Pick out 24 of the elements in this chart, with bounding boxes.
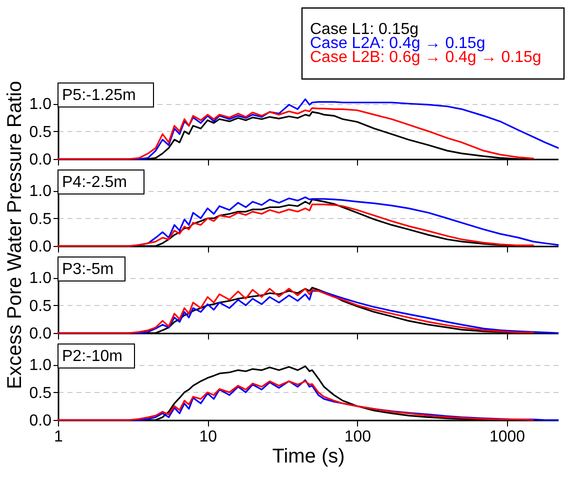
x-tick-label: 1000: [489, 428, 526, 446]
x-axis-title: Time (s): [272, 446, 345, 468]
y-tick-label: 0.5: [29, 384, 52, 402]
y-tick-label: 0.0: [29, 326, 52, 342]
chart-title: P3:-5m: [62, 261, 114, 278]
y-tick-label: 1.0: [29, 96, 52, 114]
x-tick-label: 100: [344, 428, 372, 446]
y-axis-title: Excess Pore Water Pressure Ratio: [4, 80, 26, 390]
y-tick-label: 0.0: [29, 238, 52, 256]
y-tick-label: 1.0: [29, 183, 52, 200]
y-tick-label: 1.0: [29, 357, 52, 374]
y-tick-label: 0.5: [29, 298, 52, 315]
x-tick-label: 10: [199, 428, 218, 446]
y-tick-label: 0.5: [29, 210, 52, 228]
chart-title: P2:-10m: [62, 348, 122, 365]
y-tick-label: 0.5: [29, 124, 52, 141]
y-tick-label: 0.0: [29, 152, 52, 168]
chart-title: P4:-2.5m: [62, 174, 127, 191]
text: Case L2A: 0.4g → 0.15g: [310, 35, 486, 52]
chart-title: P5:-1.25m: [62, 87, 136, 104]
y-tick-label: 0.0: [29, 412, 52, 430]
x-tick-label: 1: [54, 428, 64, 446]
y-tick-label: 1.0: [29, 270, 52, 288]
text: Case L1: 0.15g: [310, 21, 419, 38]
